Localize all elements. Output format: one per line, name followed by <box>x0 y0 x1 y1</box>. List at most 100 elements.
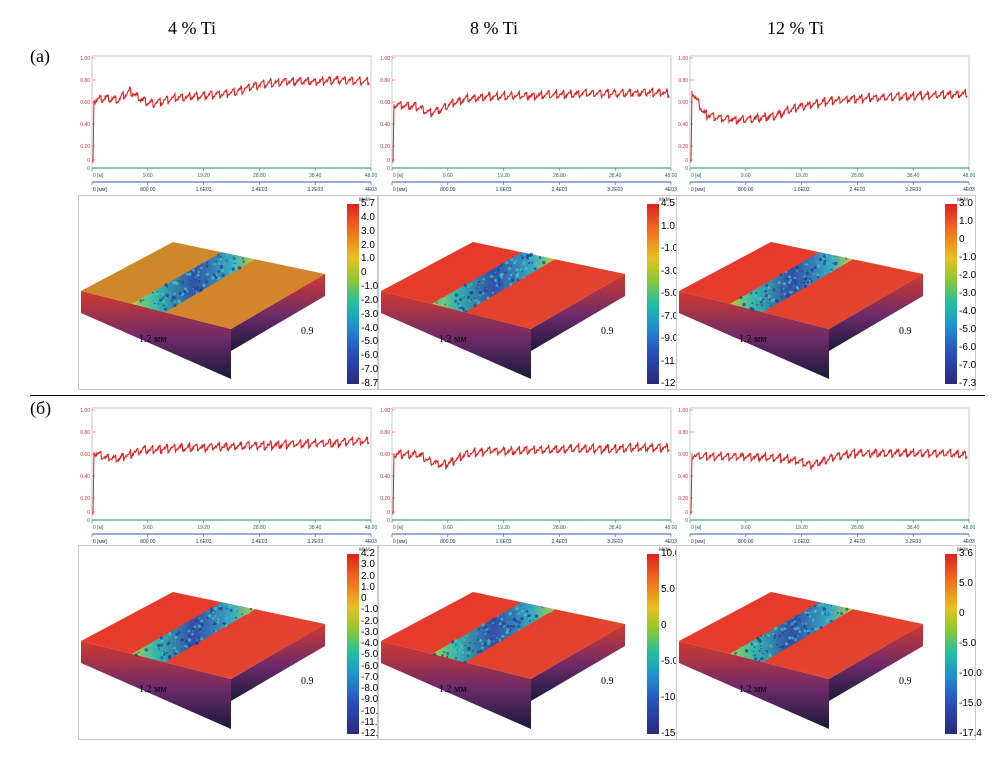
y-tick-label: 1.00 <box>380 408 390 414</box>
colorbar <box>347 554 359 734</box>
x-tick-label-distance: 28.80 <box>851 173 864 179</box>
colorbar-tick-label: -3.0 <box>959 288 977 299</box>
colorbar-unit: мкм <box>957 197 968 203</box>
row-label-b: (б) <box>30 398 52 418</box>
colorbar-tick-label: -7.0 <box>959 360 977 371</box>
colorbar-tick-label: 3.0 <box>361 225 375 237</box>
y-tick-label: 0 <box>387 510 390 516</box>
x-tick-label-time: 4E03 <box>963 187 975 193</box>
colorbar-tick-label: -4.0 <box>959 306 977 317</box>
y-tick-label: 0.40 <box>380 122 390 128</box>
block-front-face <box>679 291 829 379</box>
topography-3d-view <box>81 242 325 379</box>
x-tick-label-time: 3.2E03 <box>905 187 921 193</box>
y-tick-label: 0 <box>685 510 688 516</box>
colorbar-tick-label: -7.3 <box>959 378 977 389</box>
x-tick-label-time: 4E03 <box>365 187 377 193</box>
x-tick-label-distance: 48.00 <box>963 525 976 531</box>
block-right-face <box>829 274 923 351</box>
friction-coefficient-series <box>691 88 968 125</box>
friction-coefficient-series <box>93 435 370 464</box>
y-tick-label: 0.20 <box>80 496 90 502</box>
colorbar-tick-label: -3.0 <box>361 308 379 320</box>
colorbar-tick-label: 3.0 <box>959 198 973 209</box>
colorbar <box>347 204 359 384</box>
x-tick-label-distance: 48.00 <box>963 173 976 179</box>
x-tick-label-distance: 19.20 <box>197 525 210 531</box>
x-tick-label-distance: 38.40 <box>907 173 920 179</box>
dimension-label-width: 0.9 <box>301 676 314 687</box>
x-tick-label-distance: 28.80 <box>253 173 266 179</box>
x-tick-label-time: 800.00 <box>738 187 754 193</box>
x-tick-label-time: 0 [мм] <box>93 187 107 193</box>
friction-coefficient-series <box>393 440 670 470</box>
x-tick-label-distance: 9.60 <box>143 173 153 179</box>
x-tick-label-time: 3.2E03 <box>307 539 323 545</box>
colorbar-tick-label: -9.0 <box>661 333 679 344</box>
topography-panel: 1.2 мм 0.9 мкм 3.0 1.0 0 -1.0 -2.0 -3.0 -4.0 -5.0 -… <box>676 195 976 390</box>
x-tick-label-time: 800.00 <box>738 539 754 545</box>
y-tick-label: 0 <box>87 166 90 172</box>
x-tick-label-distance: 0 [м] <box>393 173 404 179</box>
friction-plot: 1.00 0.80 0.60 0.40 0.20 0 0 0 [м] 9.60 19.20 28.8… <box>378 50 678 198</box>
block-front-face <box>81 641 231 729</box>
x-tick-label-time: 3.2E03 <box>607 539 623 545</box>
colorbar-unit: мкм <box>359 197 370 203</box>
x-tick-label-distance: 38.40 <box>309 525 322 531</box>
colorbar-tick-label: 1.0 <box>959 216 973 227</box>
y-tick-label: 0 <box>387 158 390 164</box>
colorbar-tick-label: 3.6 <box>959 548 973 559</box>
y-tick-label: 0.80 <box>678 78 688 84</box>
colorbar-tick-label: -8.7 <box>361 378 379 389</box>
colorbar-tick-label: -1.0 <box>959 252 977 263</box>
friction-coefficient-series <box>93 75 370 109</box>
block-right-face <box>829 624 923 701</box>
x-tick-label-distance: 28.80 <box>253 525 266 531</box>
colorbar-tick-label: 5.0 <box>959 578 973 589</box>
x-tick-label-distance: 28.80 <box>553 173 566 179</box>
x-tick-label-time: 1.6E03 <box>196 539 212 545</box>
colorbar-tick-label: 0 <box>661 620 667 631</box>
y-tick-label: 0 <box>685 518 688 524</box>
topography-panel: 1.2 мм 0.9 мкм 3.6 5.0 0 -5.0 -10.0 -15.0 -17.4 <box>676 545 982 740</box>
colorbar-unit: мкм <box>957 547 968 553</box>
y-tick-label: 0 <box>685 158 688 164</box>
x-tick-label-distance: 19.20 <box>497 173 510 179</box>
x-tick-label-time: 3.2E03 <box>905 539 921 545</box>
x-tick-label-time: 4E03 <box>963 539 975 545</box>
x-tick-label-distance: 48.00 <box>665 525 678 531</box>
colorbar-tick-label: -1.0 <box>361 604 379 616</box>
x-tick-label-distance: 0 [м] <box>93 525 104 531</box>
y-tick-label: 0.60 <box>80 452 90 458</box>
topography-panel: 1.2 мм 0.9 мкм 4.5 1.0 -1.0 -3.0 -5.0 -7.0 -9.0 -1… <box>378 195 684 390</box>
y-tick-label: 0.20 <box>80 144 90 150</box>
colorbar-tick-label: -5.0 <box>661 288 679 299</box>
dimension-label-width: 0.9 <box>601 326 614 337</box>
colorbar-tick-label: -6.0 <box>361 660 379 672</box>
y-tick-label: 0 <box>685 166 688 172</box>
x-tick-label-distance: 38.40 <box>907 525 920 531</box>
topography-panel: 1.2 мм 0.9 мкм 10.0 5.0 0 -5.0 -10.0 -15.2 <box>378 545 684 740</box>
x-tick-label-distance: 9.60 <box>443 525 453 531</box>
colorbar-tick-label: 2.0 <box>361 570 375 582</box>
wear-track <box>730 602 854 663</box>
colorbar-tick-label: -5.0 <box>959 324 977 335</box>
column-title-8ti: 8 % Ti <box>470 18 519 38</box>
x-tick-label-time: 4E03 <box>365 539 377 545</box>
friction-run-in <box>690 455 693 515</box>
colorbar-tick-label: 10.0 <box>661 548 681 559</box>
colorbar-tick-label: -10.0 <box>361 705 384 717</box>
colorbar-tick-label: -6.0 <box>361 350 379 362</box>
colorbar-tick-label: -4.0 <box>361 322 379 334</box>
colorbar-tick-label: -10.0 <box>959 668 982 679</box>
topography-3d-view <box>81 592 325 729</box>
y-tick-label: 0.40 <box>678 474 688 480</box>
x-tick-label-time: 1.6E03 <box>196 187 212 193</box>
column-title-4ti: 4 % Ti <box>168 18 217 38</box>
y-tick-label: 0.60 <box>380 452 390 458</box>
y-tick-label: 0.80 <box>380 430 390 436</box>
wear-track <box>132 602 256 663</box>
